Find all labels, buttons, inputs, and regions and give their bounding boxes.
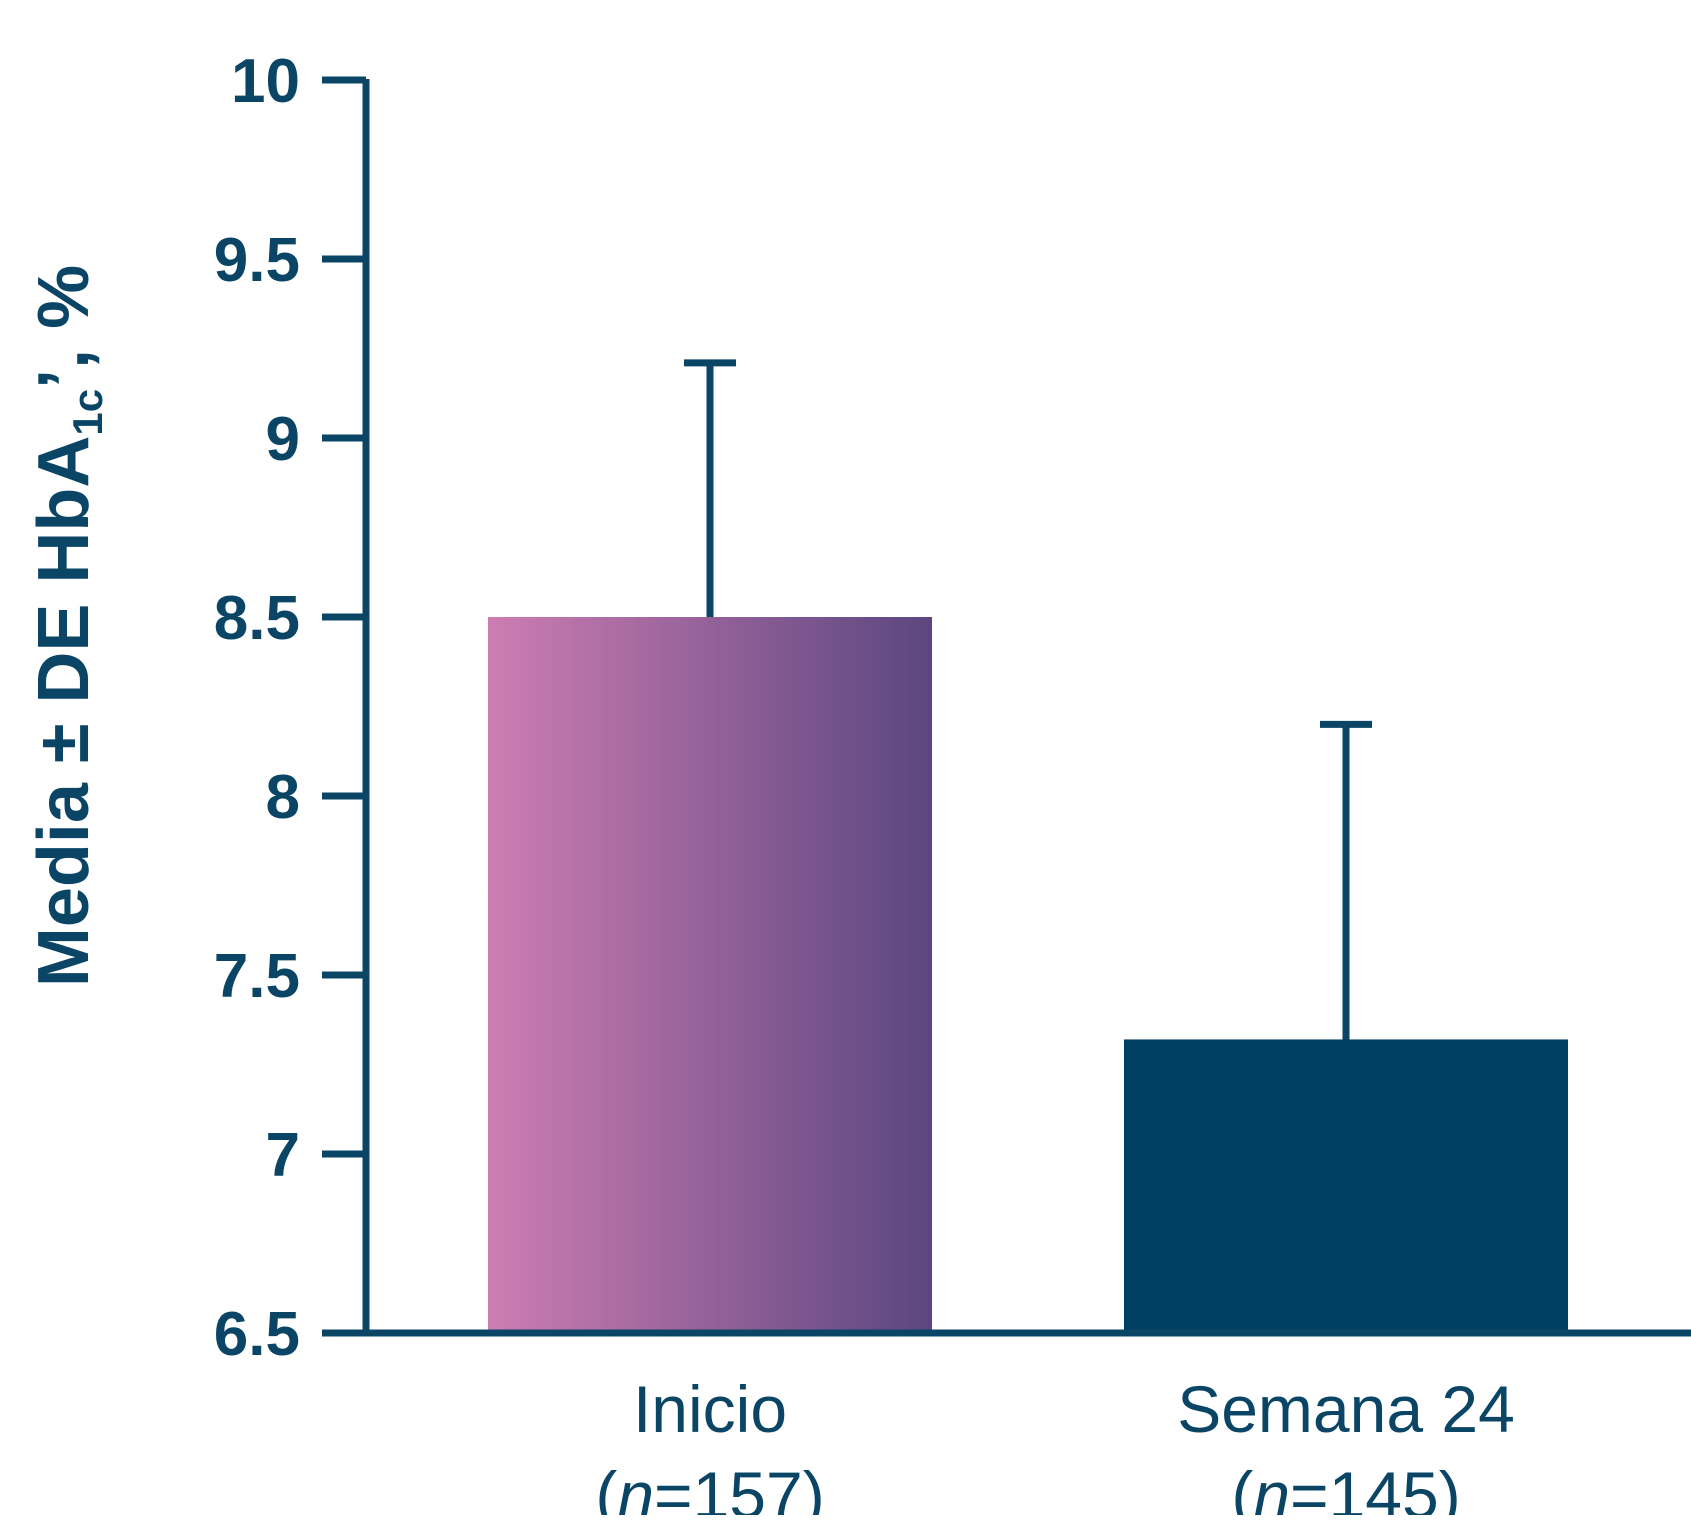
bars-layer <box>488 617 1568 1333</box>
y-tick-label: 10 <box>231 47 300 116</box>
x-category-n-label: (n=145) <box>1231 1458 1460 1515</box>
error-bars-layer <box>684 359 1372 1040</box>
n-open-paren: ( <box>595 1458 617 1515</box>
y-axis-title-main: Media ± DE HbA <box>24 436 104 988</box>
y-tick-label: 9 <box>266 405 300 474</box>
x-category-n-label: (n=157) <box>595 1458 824 1515</box>
x-category-label: Semana 24 <box>1177 1372 1515 1446</box>
y-tick-label: 7 <box>266 1121 300 1190</box>
n-variable: n <box>617 1458 654 1515</box>
y-tick-label: 7.5 <box>214 942 300 1011</box>
y-ticks-layer: 6.5 7 7.5 8 8.5 9 9.5 10 <box>214 47 366 1369</box>
y-axis-title-subscript: 1c <box>64 389 111 436</box>
n-value: =145) <box>1290 1458 1461 1515</box>
n-variable: n <box>1253 1458 1290 1515</box>
y-tick-label: 9.5 <box>214 226 300 295</box>
n-value: =157) <box>654 1458 825 1515</box>
x-categories-layer: Inicio(n=157)Semana 24(n=145) <box>595 1372 1515 1520</box>
n-open-paren: ( <box>1231 1458 1253 1515</box>
y-tick-label: 8.5 <box>214 584 300 653</box>
y-axis-title-suffix: ’, % <box>24 265 104 389</box>
axes-layer <box>322 79 1691 1337</box>
y-tick-label: 6.5 <box>214 1300 300 1369</box>
bar-2 <box>1124 1039 1568 1333</box>
x-category-label: Inicio <box>633 1372 787 1446</box>
y-tick-label: 8 <box>266 763 300 832</box>
bar-1 <box>488 617 932 1333</box>
y-axis-title: Media ± DE HbA1c’, % <box>24 265 111 987</box>
